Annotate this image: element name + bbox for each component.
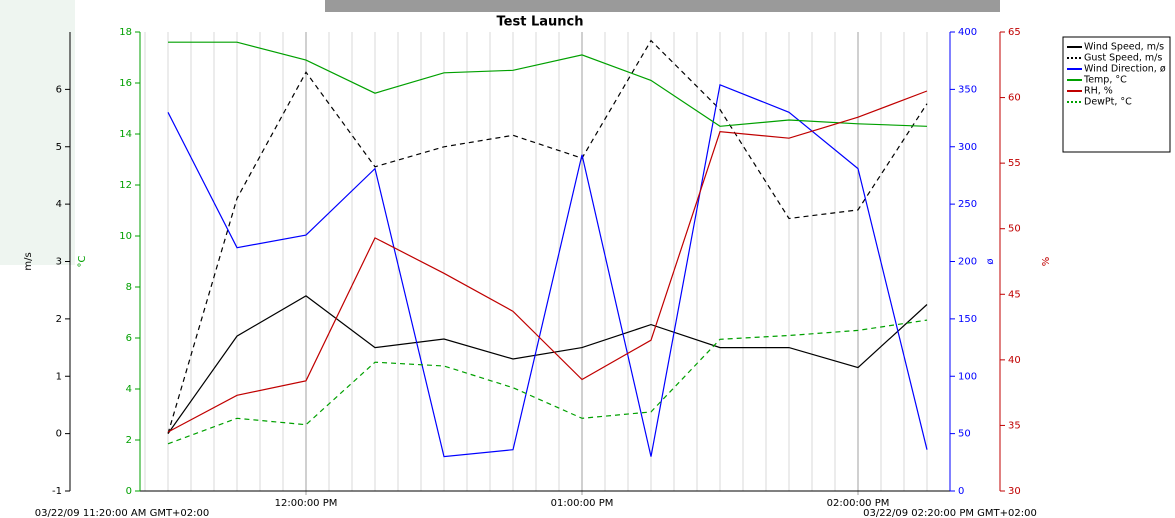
series-line <box>168 41 927 434</box>
y-tick-label: 18 <box>119 27 132 38</box>
y-tick-label: 150 <box>958 314 977 325</box>
series-line <box>168 91 927 432</box>
x-limit-label: 03/22/09 02:20:00 PM GMT+02:00 <box>863 508 1037 518</box>
axis-label: ø <box>985 258 996 264</box>
y-tick-label: 16 <box>119 78 132 89</box>
chart: Test Launch 12:00:00 PM01:00:00 PM02:00:… <box>0 0 1175 518</box>
y-tick-label: 30 <box>1008 486 1021 497</box>
y-tick-label: 6 <box>126 333 132 344</box>
y-tick-label: 4 <box>56 199 62 210</box>
y-tick-label: 0 <box>958 486 964 497</box>
y-tick-label: 200 <box>958 257 977 268</box>
background-panel <box>0 0 75 265</box>
series-line <box>168 296 927 434</box>
series-line <box>168 320 927 444</box>
y-tick-label: 0 <box>126 486 132 497</box>
y-tick-label: 3 <box>56 257 62 268</box>
y-tick-label: 400 <box>958 27 977 38</box>
y-tick-label: 6 <box>56 84 62 95</box>
x-tick-label: 12:00:00 PM <box>275 498 338 509</box>
y-tick-label: 40 <box>1008 355 1021 366</box>
y-tick-label: 60 <box>1008 93 1021 104</box>
y-tick-label: 50 <box>958 429 971 440</box>
y-tick-label: 250 <box>958 199 977 210</box>
axis-label: °C <box>77 255 88 267</box>
y-tick-label: 65 <box>1008 27 1021 38</box>
chart-title: Test Launch <box>497 15 584 30</box>
axis-label: % <box>1041 257 1052 267</box>
legend-label: Wind Direction, ø <box>1084 64 1166 75</box>
y-tick-label: 50 <box>1008 224 1021 235</box>
y-tick-label: 45 <box>1008 289 1021 300</box>
legend-label: DewPt, °C <box>1084 97 1132 108</box>
y-tick-label: 300 <box>958 142 977 153</box>
y-tick-label: 35 <box>1008 420 1021 431</box>
y-tick-label: 4 <box>126 384 132 395</box>
x-tick-label: 01:00:00 PM <box>551 498 614 509</box>
x-limit-label: 03/22/09 11:20:00 AM GMT+02:00 <box>35 508 210 518</box>
y-tick-label: -1 <box>52 486 62 497</box>
axis-label: m/s <box>23 252 34 270</box>
series-line <box>168 85 927 457</box>
y-tick-label: 8 <box>126 282 132 293</box>
y-tick-label: 14 <box>119 129 132 140</box>
y-tick-label: 100 <box>958 371 977 382</box>
series-line <box>168 42 927 126</box>
legend-label: RH, % <box>1084 86 1113 97</box>
y-tick-label: 2 <box>56 314 62 325</box>
legend-label: Wind Speed, m/s <box>1084 42 1164 53</box>
y-tick-label: 0 <box>56 429 62 440</box>
y-tick-label: 10 <box>119 231 132 242</box>
background-strip <box>325 0 1000 12</box>
y-tick-label: 5 <box>56 142 62 153</box>
y-tick-label: 2 <box>126 435 132 446</box>
y-tick-label: 55 <box>1008 158 1021 169</box>
legend-label: Temp, °C <box>1083 75 1127 86</box>
page: {"chart_data": {"type": "line", "title":… <box>0 0 1175 518</box>
y-tick-label: 12 <box>119 180 132 191</box>
legend-label: Gust Speed, m/s <box>1084 53 1162 64</box>
y-tick-label: 1 <box>56 371 62 382</box>
y-tick-label: 350 <box>958 84 977 95</box>
